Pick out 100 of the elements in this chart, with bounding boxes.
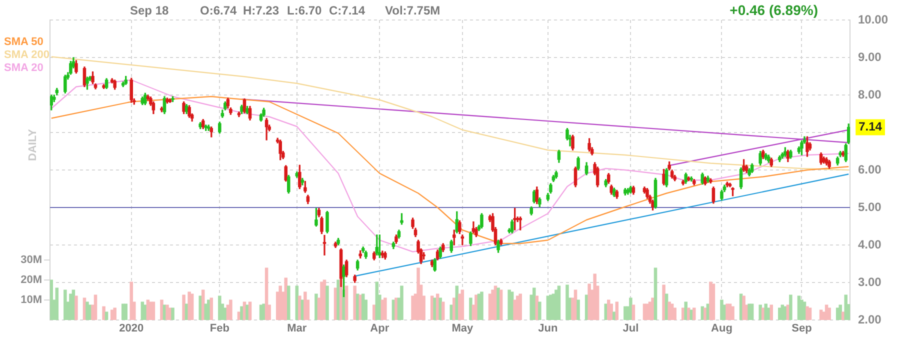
bar — [433, 298, 436, 320]
x-tick-label: Sep — [792, 322, 812, 335]
bar — [593, 274, 596, 320]
bar — [298, 296, 302, 320]
bar — [400, 286, 404, 320]
y-tick-label: 10.00 — [858, 12, 888, 26]
bar — [731, 306, 734, 320]
bar — [210, 298, 214, 320]
bar — [632, 304, 636, 320]
bar — [654, 268, 658, 320]
bar — [828, 308, 831, 320]
bar — [692, 308, 696, 320]
bar — [576, 300, 580, 320]
annotation: 7.14 — [858, 120, 882, 134]
text: C:7.14 — [329, 3, 366, 18]
x-tick-label: Feb — [210, 322, 230, 335]
bar — [764, 304, 768, 320]
bar — [624, 306, 627, 320]
bar — [358, 294, 362, 320]
bar — [304, 292, 307, 320]
bar — [262, 304, 266, 320]
bar — [190, 294, 194, 320]
bar — [284, 278, 288, 320]
bar — [74, 296, 78, 320]
y-tick-label: 5.00 — [858, 200, 882, 214]
bar — [246, 304, 249, 320]
text: +0.46 (6.89%) — [730, 2, 818, 18]
bar — [286, 286, 290, 320]
text: O:6.74 — [200, 3, 238, 18]
bar — [160, 300, 164, 320]
bar — [320, 282, 324, 320]
bar — [124, 304, 128, 320]
bar — [612, 312, 616, 320]
x-tick-label: Mar — [287, 322, 308, 335]
bar — [566, 284, 569, 320]
bar — [144, 304, 147, 320]
bar — [204, 304, 208, 320]
x-tick-label: May — [452, 322, 474, 335]
bar — [662, 284, 666, 320]
bar — [372, 304, 376, 320]
bar — [474, 294, 478, 320]
bar — [726, 304, 729, 320]
bar — [384, 298, 387, 320]
bar — [518, 294, 522, 320]
bar — [248, 302, 252, 320]
bar — [651, 298, 654, 320]
bar — [326, 286, 329, 320]
bar — [784, 306, 787, 320]
x-tick-label: Jun — [538, 322, 558, 335]
y-tick-label: 3.00 — [858, 274, 882, 289]
text: SMA 50 — [4, 36, 44, 48]
y-tick-label: 4.00 — [858, 237, 882, 252]
x-tick-label: Jul — [622, 322, 639, 335]
bar — [113, 308, 116, 320]
bar — [50, 280, 54, 320]
y2-tick-label: 30M — [20, 254, 42, 266]
bar — [496, 288, 500, 320]
bar — [171, 308, 174, 320]
bar — [758, 304, 762, 320]
bar — [480, 292, 484, 320]
bar — [629, 298, 632, 320]
bar — [557, 286, 561, 320]
bar — [69, 294, 72, 320]
bar — [750, 304, 754, 320]
bar — [55, 288, 59, 320]
bar — [188, 292, 191, 320]
bar — [218, 296, 222, 320]
text: Sep 18 — [130, 3, 170, 18]
x-tick-label: 2020 — [119, 322, 144, 335]
bar — [610, 304, 614, 320]
text: L:6.70 — [287, 3, 322, 18]
y-tick-label: 8.00 — [858, 87, 882, 102]
bar — [748, 304, 751, 320]
bar — [538, 302, 542, 320]
y2-tick-label: 10M — [20, 294, 42, 306]
bar — [712, 284, 716, 320]
bar — [704, 308, 707, 320]
bar — [673, 308, 676, 320]
bar — [808, 308, 812, 320]
x-tick-label: Aug — [711, 322, 732, 335]
text: H:7.23 — [243, 3, 280, 18]
bar — [668, 302, 671, 320]
bar — [789, 294, 792, 320]
bar — [469, 298, 472, 320]
bar — [441, 302, 445, 320]
text: Vol:7.75M — [385, 3, 440, 18]
x-tick-label: Apr — [370, 322, 390, 335]
bar — [166, 304, 169, 320]
bar — [709, 282, 712, 320]
bar — [102, 306, 106, 320]
bar — [353, 286, 356, 320]
bar — [838, 304, 842, 320]
bar — [411, 296, 414, 320]
bar — [344, 286, 348, 320]
bar — [684, 302, 688, 320]
candlestick — [322, 234, 326, 256]
bar — [844, 294, 848, 320]
bar — [224, 308, 227, 320]
bar — [499, 290, 503, 320]
bar — [778, 308, 782, 320]
